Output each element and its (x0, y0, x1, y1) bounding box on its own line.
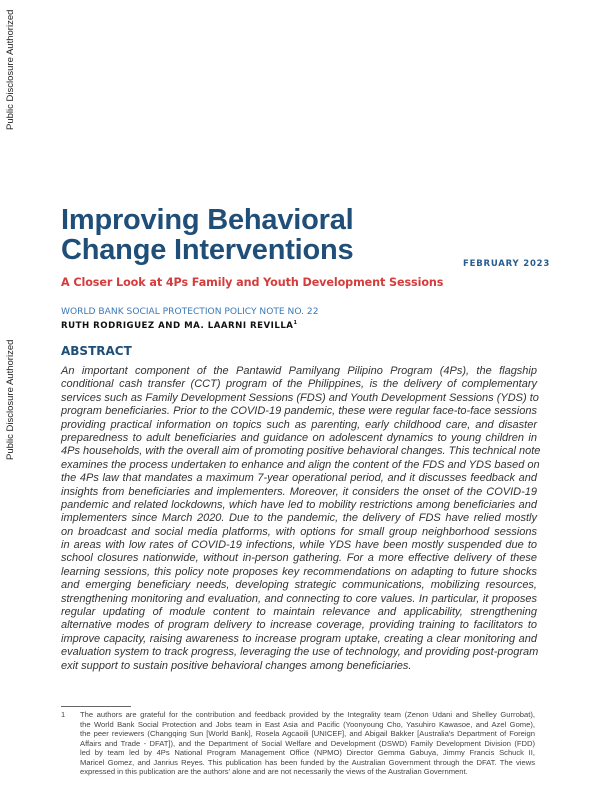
abstract-line: learning sessions, this policy note prop… (61, 565, 537, 578)
page-title: Improving Behavioral Change Intervention… (61, 205, 354, 265)
watermark-middle: Public Disclosure Authorized (5, 339, 16, 460)
abstract-line: preparedness to adult beneficiaries and … (61, 431, 537, 444)
footnote-divider (61, 706, 131, 707)
abstract-line: pandemic and related lockdowns, which ha… (61, 498, 537, 511)
footnote-line: the World Bank Social Protection and Job… (80, 719, 535, 729)
footnote-line: Affairs and Trade - DFAT]), and the Depa… (80, 738, 535, 748)
abstract-line: insights from beneficiaries and implemen… (61, 485, 537, 498)
abstract-line: the 4Ps law that mandates a maximum 7-ye… (61, 472, 537, 485)
footnote-line: expressed in this publication are the au… (80, 767, 468, 776)
footnote-line: led by team led by 4Ps National Program … (80, 748, 535, 757)
authors: RUTH RODRIGUEZ AND MA. LAARNI REVILLA1 (61, 320, 297, 331)
abstract-line: improve capacity, raising awareness to i… (61, 632, 537, 645)
subtitle: A Closer Look at 4Ps Family and Youth De… (61, 276, 444, 289)
authors-text: RUTH RODRIGUEZ AND MA. LAARNI REVILLA (61, 320, 294, 331)
abstract-line: services such as Family Development Sess… (61, 391, 539, 404)
abstract-line: strengthening monitoring and evaluation,… (61, 592, 537, 605)
title-line: Change Interventions (61, 234, 354, 266)
footnote-text: The authors are grateful for the contrib… (80, 710, 535, 777)
abstract-line: conditional cash transfer (CCT) program … (61, 378, 537, 391)
abstract-line: on broadcast and social media platforms,… (61, 525, 537, 538)
series-label: WORLD BANK SOCIAL PROTECTION POLICY NOTE… (61, 307, 319, 317)
abstract-line: alternative modes of program delivery to… (61, 619, 537, 632)
footnote-line: The authors are grateful for the contrib… (80, 710, 535, 719)
abstract-line: school closures nationwide, without in-p… (61, 552, 537, 565)
abstract-line: 4Ps households, with the overall aim of … (61, 445, 541, 458)
footnote-line: Maricel Gomez, and Janrius Reyes. This p… (80, 757, 535, 767)
watermark-top: Public Disclosure Authorized (5, 9, 16, 130)
abstract-line: in areas with low rates of COVID-19 infe… (61, 539, 537, 552)
title-line: Improving Behavioral (61, 204, 354, 236)
abstract-line: exit support to sustain positive behavio… (61, 659, 412, 672)
abstract-line: An important component of the Pantawid P… (61, 365, 537, 377)
abstract-line: evaluation system to track progress, lev… (61, 646, 539, 659)
abstract-line: examines the process undertaken to enhan… (61, 458, 540, 471)
footnote-line: the peer reviewers (Changqing Sun [World… (80, 729, 535, 738)
abstract-line: program beneficiaries. Prior to the COVI… (61, 405, 537, 418)
abstract-line: providing practical information on topic… (61, 418, 537, 431)
footnote-number: 1 (61, 710, 66, 719)
abstract-body: An important component of the Pantawid P… (61, 365, 541, 673)
publication-date: FEBRUARY 2023 (463, 259, 551, 269)
abstract-line: implementers since March 2020. Due to th… (61, 512, 537, 525)
footnote-mark: 1 (293, 320, 298, 326)
abstract-heading: ABSTRACT (61, 344, 132, 358)
abstract-line: regular updating of module content to ma… (61, 606, 537, 619)
abstract-line: and emerging beneficiary needs, developi… (61, 579, 537, 592)
